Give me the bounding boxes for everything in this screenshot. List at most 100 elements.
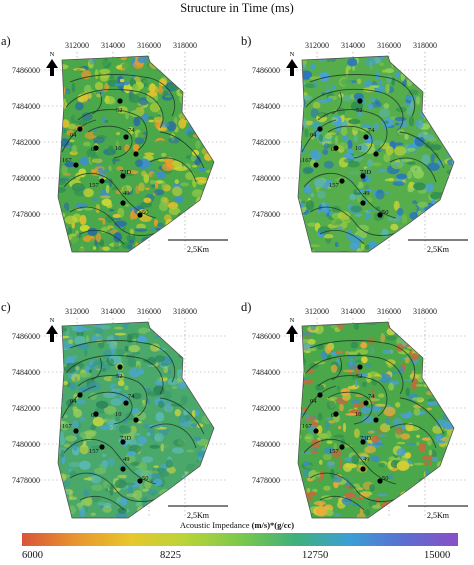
y-tick-label: 7482000	[252, 138, 280, 147]
scale-label: 2,5Km	[427, 245, 450, 254]
colorbar-label-unit: (m/s)*(g/cc)	[251, 520, 295, 530]
panel-letter: c)	[1, 300, 11, 314]
x-tick-label: 318000	[173, 41, 197, 50]
contour-line	[305, 354, 404, 395]
x-tick-label: 318000	[413, 41, 437, 50]
well-label: 49	[123, 456, 130, 463]
well-label: 52	[116, 373, 123, 380]
well-marker	[117, 98, 123, 104]
colorbar-tick-2: 8225	[160, 550, 181, 561]
contour-line	[61, 385, 97, 419]
y-tick-label: 7486000	[12, 66, 40, 75]
y-tick-label: 7486000	[252, 66, 280, 75]
y-tick-label: 7484000	[252, 102, 280, 111]
well-label: 167	[62, 423, 73, 430]
x-tick-label: 314000	[341, 307, 365, 316]
contour-line	[65, 88, 164, 129]
y-tick-label: 7484000	[12, 368, 40, 377]
well-label: 10	[355, 411, 362, 418]
well-label: 03	[91, 412, 98, 419]
y-tick-label: 7480000	[252, 174, 280, 183]
map-panel-a: a) 312000 314000 316000 318000 7486000 7484000…	[0, 12, 234, 274]
svg-text:N: N	[290, 51, 295, 58]
survey-boundary	[57, 321, 215, 519]
y-tick-label: 7480000	[12, 174, 40, 183]
north-arrow-icon: N	[46, 317, 58, 342]
well-marker	[120, 173, 126, 179]
well-label: 167	[62, 157, 73, 164]
well-marker	[377, 478, 383, 484]
well-label: 73D	[120, 169, 132, 176]
y-tick-label: 7478000	[12, 476, 40, 485]
y-tick-label: 7482000	[252, 404, 280, 413]
x-tick-label: 318000	[173, 307, 197, 316]
y-tick-label: 7480000	[12, 440, 40, 449]
contour-line	[303, 439, 397, 485]
contour-line	[303, 173, 397, 219]
contour-line	[79, 496, 125, 511]
contour-line	[87, 391, 133, 425]
contour-line	[77, 109, 148, 151]
contour-line	[301, 385, 337, 419]
x-tick-label: 312000	[65, 307, 89, 316]
contour-line	[91, 357, 103, 381]
well-marker	[313, 428, 319, 434]
well-label: 157	[89, 182, 100, 189]
well-label: 74	[128, 127, 135, 134]
contour-line	[149, 423, 197, 449]
well-marker	[77, 392, 83, 398]
svg-text:N: N	[290, 317, 295, 324]
map-panel-d: d) 312000 314000 316000 318000 7486000 7484000…	[240, 278, 474, 540]
y-tick-label: 7478000	[12, 210, 40, 219]
well-label: 157	[89, 448, 100, 455]
x-tick-label: 318000	[413, 307, 437, 316]
well-marker	[73, 162, 79, 168]
contour-line	[389, 423, 437, 449]
contour-line	[77, 375, 148, 417]
x-tick-label: 316000	[137, 307, 161, 316]
well-label: 50	[142, 475, 149, 482]
contour-line	[317, 109, 388, 151]
panel-letter: a)	[1, 34, 11, 48]
contour-line	[65, 354, 164, 395]
colorbar-label-text: Acoustic Impedance	[179, 520, 250, 530]
well-label: 50	[142, 209, 149, 216]
well-marker	[317, 392, 323, 398]
x-tick-label: 314000	[101, 307, 125, 316]
well-marker	[133, 151, 139, 157]
map-canvas: 312000 314000 316000 318000 7486000 7484000 74…	[252, 41, 468, 254]
contour-line	[319, 496, 365, 511]
x-tick-label: 316000	[377, 307, 401, 316]
figure-title: Structure in Time (ms)	[180, 1, 294, 15]
y-tick-label: 7484000	[12, 102, 40, 111]
contour-line	[309, 206, 411, 236]
well-label: 10	[115, 145, 122, 152]
well-label: 157	[329, 448, 340, 455]
contour-line	[319, 230, 365, 245]
well-marker	[133, 417, 139, 423]
scale-label: 2,5Km	[187, 245, 210, 254]
well-marker	[313, 162, 319, 168]
well-marker	[373, 417, 379, 423]
x-tick-label: 312000	[305, 307, 329, 316]
contour-line	[305, 88, 404, 129]
contour-line	[327, 125, 373, 159]
well-marker	[377, 212, 383, 218]
well-marker	[373, 151, 379, 157]
well-label: 73D	[120, 435, 132, 442]
well-label: 10	[115, 411, 122, 418]
x-tick-label: 316000	[137, 41, 161, 50]
contour-line	[63, 439, 157, 485]
contour-line	[69, 472, 171, 502]
well-marker	[363, 400, 369, 406]
well-marker	[360, 173, 366, 179]
well-marker	[360, 439, 366, 445]
well-label: 04	[310, 132, 317, 139]
x-tick-label: 312000	[65, 41, 89, 50]
well-marker	[317, 126, 323, 132]
well-marker	[360, 200, 366, 206]
well-marker	[123, 400, 129, 406]
well-marker	[333, 145, 339, 151]
well-label: 52	[116, 107, 123, 114]
contour-line	[69, 74, 176, 117]
